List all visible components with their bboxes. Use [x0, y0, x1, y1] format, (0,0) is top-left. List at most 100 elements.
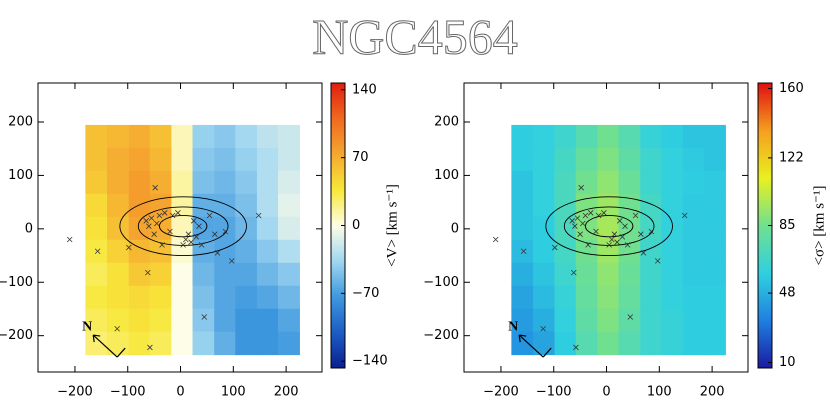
colorbar-segment	[758, 166, 772, 169]
map-cell	[533, 331, 555, 356]
colorbar-segment	[758, 239, 772, 243]
colorbar-segment	[331, 163, 345, 167]
colorbar-segment	[331, 175, 345, 179]
map-cell	[107, 147, 129, 172]
map-cell	[192, 170, 215, 195]
colorbar-segment	[758, 344, 772, 348]
star-marker	[654, 258, 661, 264]
star-marker	[196, 223, 202, 229]
colorbar-segment	[758, 140, 772, 143]
colorbar-segment	[758, 292, 772, 295]
map-cell	[511, 216, 534, 241]
map-cell	[171, 331, 194, 356]
colorbar-segment	[758, 104, 772, 108]
map-cell	[85, 239, 108, 264]
star-marker	[579, 220, 586, 227]
isophote-contour	[584, 215, 634, 238]
map-cell	[597, 308, 620, 333]
map-cell	[278, 262, 300, 287]
colorbar-segment	[331, 261, 345, 264]
x-tick-label: −200	[483, 385, 519, 400]
colorbar-tick-label: 10	[779, 355, 796, 370]
map-cell	[618, 147, 641, 172]
colorbar-segment	[331, 235, 345, 238]
star-marker	[601, 210, 607, 216]
map-cell	[682, 193, 705, 218]
colorbar-segment	[758, 365, 772, 369]
map-cell	[640, 308, 663, 333]
colorbar-segment	[758, 173, 772, 177]
star-marker	[193, 234, 200, 240]
map-cell	[682, 331, 705, 356]
map-cell	[511, 170, 534, 195]
colorbar-segment	[331, 244, 345, 248]
colorbar-segment	[758, 249, 772, 253]
map-cell	[682, 147, 705, 172]
map-cell	[682, 308, 705, 333]
star-marker	[175, 210, 181, 216]
map-cell	[661, 308, 684, 333]
y-tick-label: −200	[423, 328, 459, 343]
colorbar-segment	[758, 92, 772, 96]
y-tick-label: 0	[451, 221, 459, 236]
colorbar-segment	[758, 123, 772, 127]
map-cell	[511, 262, 534, 287]
colorbar-segment	[331, 363, 345, 367]
map-cell	[214, 285, 237, 310]
colorbar-segment	[758, 270, 772, 274]
star-marker	[614, 239, 620, 245]
map-cell	[256, 285, 279, 310]
colorbar-segment	[758, 282, 772, 286]
map-cell	[235, 331, 258, 356]
colorbar-segment	[331, 242, 345, 245]
colorbar-segment	[331, 346, 345, 350]
star-marker	[577, 231, 583, 237]
colorbar-segment	[331, 237, 345, 241]
star-marker	[681, 212, 688, 219]
map-cell	[661, 147, 684, 172]
map-cell	[618, 124, 641, 149]
x-tick-label: 0	[602, 385, 610, 400]
colorbar-segment	[331, 189, 345, 193]
star-marker	[198, 242, 205, 248]
map-cell	[704, 331, 726, 356]
colorbar-segment	[758, 87, 772, 91]
colorbar-tick-label: 0	[352, 218, 360, 233]
colorbar-segment	[758, 206, 772, 210]
colorbar-segment	[331, 206, 345, 210]
map-cell	[235, 285, 258, 310]
star-marker	[492, 236, 499, 243]
colorbar-segment	[758, 192, 772, 196]
colorbar-segment	[331, 311, 345, 314]
colorbar-tick-label: 122	[779, 150, 804, 165]
colorbar-segment	[331, 208, 345, 212]
star-marker	[228, 258, 235, 264]
map-cell	[256, 170, 279, 195]
colorbar-segment	[331, 356, 345, 359]
colorbar-label: <σ> [km s⁻¹]	[811, 186, 827, 266]
map-cell	[554, 239, 577, 264]
map-cell	[85, 285, 108, 310]
colorbar-segment	[758, 339, 772, 343]
compass-label: N	[508, 319, 518, 334]
colorbar-segment	[758, 308, 772, 312]
map-cell	[256, 216, 279, 241]
map-cell	[618, 239, 641, 264]
map-cell	[85, 193, 108, 218]
map-cell	[149, 124, 172, 149]
map-cell	[554, 216, 577, 241]
star-marker	[126, 244, 132, 251]
map-cell	[554, 170, 577, 195]
colorbar-segment	[331, 339, 345, 343]
colorbar-segment	[331, 246, 345, 250]
colorbar-segment	[331, 322, 345, 326]
colorbar-segment	[758, 230, 772, 234]
colorbar-segment	[758, 301, 772, 305]
map-cell	[128, 170, 151, 195]
colorbar-segment	[331, 275, 345, 279]
map-cell	[682, 216, 705, 241]
colorbar-segment	[758, 235, 772, 238]
star-marker	[573, 344, 579, 351]
colorbar-segment	[758, 216, 772, 219]
map-cell	[575, 262, 598, 287]
